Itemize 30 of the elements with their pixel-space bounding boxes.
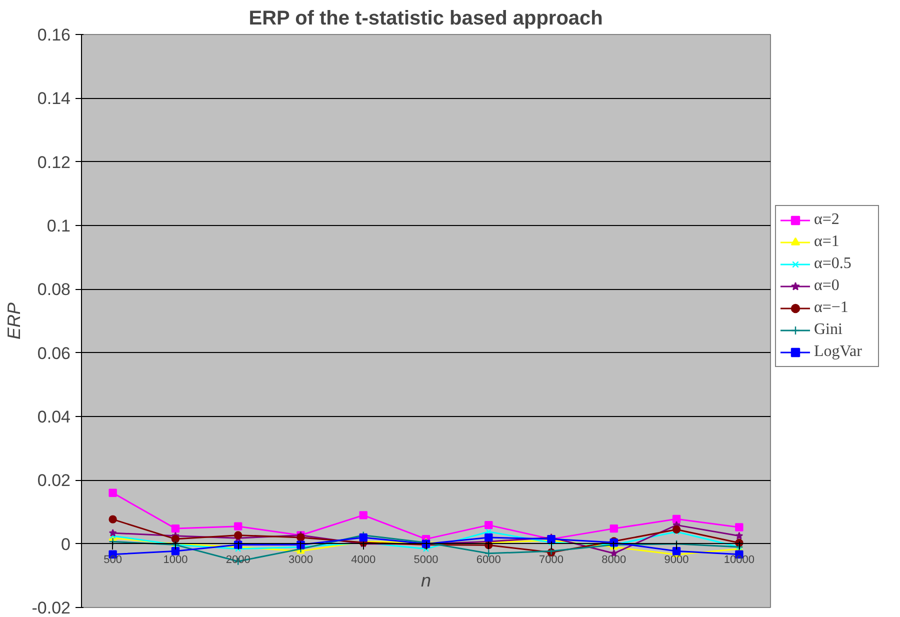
y-tick-label: -0.02 (32, 598, 70, 617)
legend-label: α=1 (814, 233, 840, 251)
chart-title: ERP of the t-statistic based approach (248, 8, 603, 30)
y-tick-label: 0.1 (46, 216, 71, 236)
legend-label: α=−1 (814, 299, 850, 317)
legend-label: LogVar (814, 343, 863, 361)
y-tick-label: 0.16 (37, 26, 71, 44)
x-tick-label: 8000 (602, 554, 626, 566)
x-tick-label: 3000 (288, 554, 313, 566)
x-tick-label: 5000 (414, 554, 438, 566)
y-tick-label: 0.14 (37, 89, 71, 108)
y-tick-label: 0.08 (37, 280, 71, 300)
y-tick-label: 0.06 (37, 344, 71, 363)
y-tick-label: 0.04 (37, 408, 71, 426)
x-tick-label: 10000 (724, 554, 754, 566)
x-tick-label: 6000 (476, 554, 501, 566)
y-tick-label: 0.12 (37, 152, 71, 172)
legend-label: α=2 (814, 211, 840, 229)
x-tick-label: 9000 (664, 554, 689, 566)
x-tick-label: 500 (104, 554, 122, 566)
legend-label: α=0 (814, 277, 840, 295)
x-tick-label: 4000 (351, 554, 376, 566)
x-tick-label: 7000 (539, 554, 564, 566)
y-tick-label: 0 (61, 534, 71, 554)
y-tick-label: 0.02 (37, 471, 71, 490)
x-axis-title: n (420, 570, 432, 590)
y-axis-title: ERP (4, 302, 24, 340)
legend-label: Gini (814, 321, 844, 339)
legend-label: α=0.5 (814, 255, 852, 273)
x-tick-label: 1000 (163, 554, 188, 566)
